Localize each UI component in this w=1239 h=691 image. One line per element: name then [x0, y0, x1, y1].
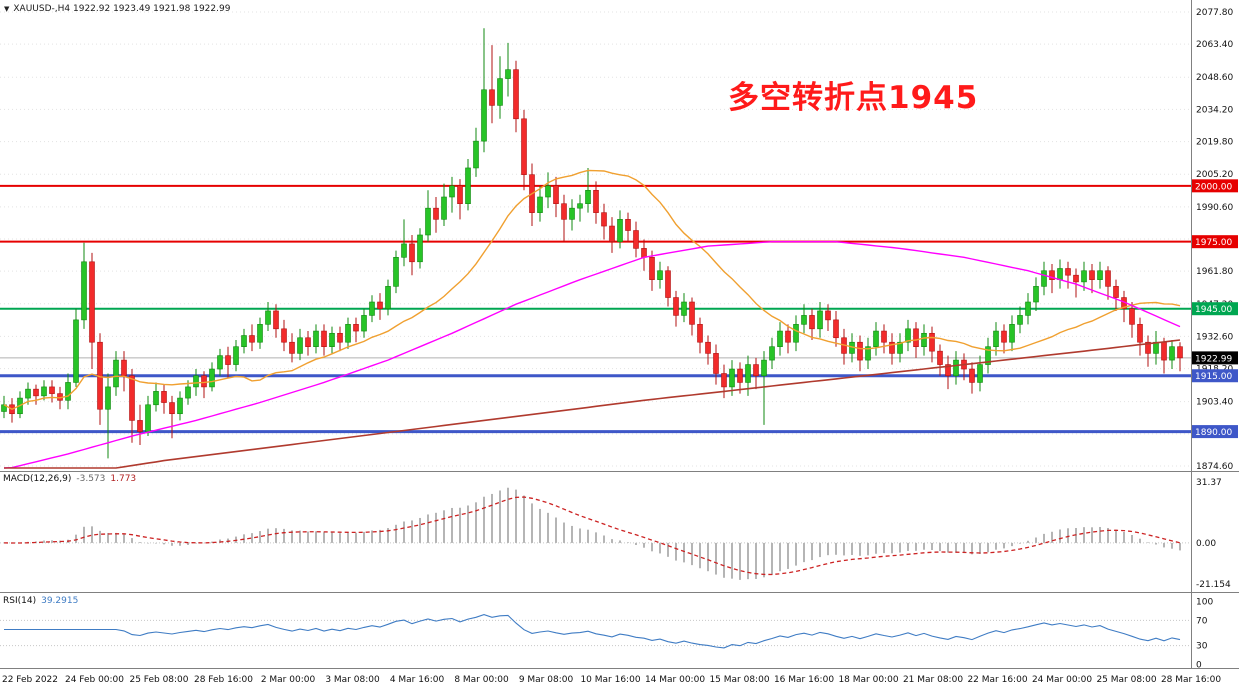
rsi-line	[4, 614, 1181, 649]
price-tick-label: 2077.80	[1196, 8, 1233, 18]
hline-2000.00[interactable]: 2000.00	[0, 179, 1238, 193]
hline-1945.00[interactable]: 1945.00	[0, 302, 1238, 316]
macd-axis-label: 0.00	[1196, 539, 1216, 549]
rsi-axis-label: 70	[1196, 616, 1208, 626]
hline-1975.00[interactable]: 1975.00	[0, 235, 1238, 249]
hline-1890.00[interactable]: 1890.00	[0, 425, 1238, 439]
time-axis-label: 14 Mar 00:00	[645, 675, 705, 685]
rsi-value: 39.2915	[41, 596, 79, 606]
hline-1915.00[interactable]: 1915.00	[0, 369, 1238, 383]
svg-text:2000.00: 2000.00	[1195, 182, 1232, 192]
macd-name: MACD(12,26,9)	[3, 474, 72, 484]
candles-layer[interactable]	[1, 28, 1183, 459]
price-chip	[1192, 179, 1238, 193]
macd-axis-label: -21.154	[1196, 580, 1231, 590]
rsi-name: RSI(14)	[3, 596, 37, 606]
svg-text:1922.99: 1922.99	[1195, 354, 1232, 364]
time-axis-label: 18 Mar 00:00	[838, 675, 898, 685]
price-chip	[1192, 302, 1238, 316]
time-axis[interactable]: 22 Feb 2022 24 Feb 00:00 25 Feb 08:00 28 Fe…	[2, 675, 1221, 685]
price-tick-label: 1932.60	[1196, 332, 1233, 342]
price-tick-label: 2063.40	[1196, 40, 1233, 50]
price-tick-label: 2034.20	[1196, 105, 1233, 115]
price-tick-label: 2019.80	[1196, 138, 1233, 148]
ma-slow-line	[4, 339, 1181, 469]
current-price-line: 1922.99	[0, 351, 1238, 365]
time-axis-label: 25 Feb 08:00	[129, 675, 188, 685]
time-axis-label: 24 Mar 00:00	[1032, 675, 1092, 685]
time-axis-label: 21 Mar 08:00	[903, 675, 963, 685]
macd-panel: 31.37 0.00 -21.154	[0, 478, 1231, 590]
svg-text:1915.00: 1915.00	[1195, 372, 1232, 382]
price-chip	[1192, 369, 1238, 383]
time-axis-label: 28 Feb 16:00	[194, 675, 253, 685]
rsi-axis-label: 100	[1196, 598, 1213, 608]
time-axis-label: 15 Mar 08:00	[709, 675, 769, 685]
price-tick-label: 1990.60	[1196, 203, 1233, 213]
rsi-axis-label: 30	[1196, 642, 1208, 652]
ma-mid-line	[3, 240, 1181, 469]
time-axis-label: 22 Mar 16:00	[967, 675, 1027, 685]
time-axis-label: 16 Mar 16:00	[774, 675, 834, 685]
time-axis-label: 3 Mar 08:00	[325, 675, 380, 685]
price-tick-label: 1903.40	[1196, 398, 1233, 408]
macd-axis-label: 31.37	[1196, 478, 1222, 488]
panel-frame	[0, 0, 1239, 669]
rsi-label: RSI(14) 39.2915	[3, 596, 78, 606]
time-axis-label: 22 Feb 2022	[2, 675, 58, 685]
time-axis-label: 28 Mar 16:00	[1161, 675, 1221, 685]
svg-text:1890.00: 1890.00	[1195, 428, 1232, 438]
svg-text:1975.00: 1975.00	[1195, 238, 1232, 248]
time-axis-label: 24 Feb 00:00	[65, 675, 124, 685]
symbol-ohlc-text: XAUUSD-,H4 1922.92 1923.49 1921.98 1922.…	[13, 4, 231, 14]
price-chip	[1192, 235, 1238, 249]
macd-main-value: -3.573	[76, 474, 106, 484]
annotation-text[interactable]: 多空转折点1945	[728, 80, 979, 116]
svg-text:1945.00: 1945.00	[1195, 305, 1232, 315]
moving-averages	[3, 169, 1181, 469]
symbol-dropdown-icon[interactable]: ▼	[4, 4, 10, 13]
time-axis-label: 10 Mar 16:00	[580, 675, 640, 685]
horizontal-level-lines[interactable]: 2000.00 1975.00 1945.00 1915.00 1890.00	[0, 179, 1238, 439]
ma-fast-line	[3, 169, 1181, 410]
price-chip	[1192, 351, 1238, 365]
time-axis-label: 4 Mar 16:00	[390, 675, 445, 685]
price-chip	[1192, 425, 1238, 439]
time-axis-label: 25 Mar 08:00	[1096, 675, 1156, 685]
macd-label: MACD(12,26,9) -3.573 1.773	[3, 474, 136, 484]
price-grid	[0, 11, 1191, 467]
price-tick-label: 1961.80	[1196, 267, 1233, 277]
rsi-panel: 100 70 30 0	[0, 598, 1213, 671]
time-axis-label: 9 Mar 08:00	[519, 675, 574, 685]
symbol-info: ▼ XAUUSD-,H4 1922.92 1923.49 1921.98 192…	[4, 4, 230, 14]
time-axis-label: 2 Mar 00:00	[261, 675, 316, 685]
time-axis-label: 8 Mar 00:00	[454, 675, 509, 685]
price-tick-label: 2048.60	[1196, 73, 1233, 83]
macd-signal-line	[3, 496, 1181, 576]
price-tick-label: 1874.60	[1196, 462, 1233, 472]
rsi-axis-label: 0	[1196, 661, 1202, 671]
macd-signal-value: 1.773	[110, 474, 137, 484]
price-tick-label: 2005.20	[1196, 170, 1233, 180]
